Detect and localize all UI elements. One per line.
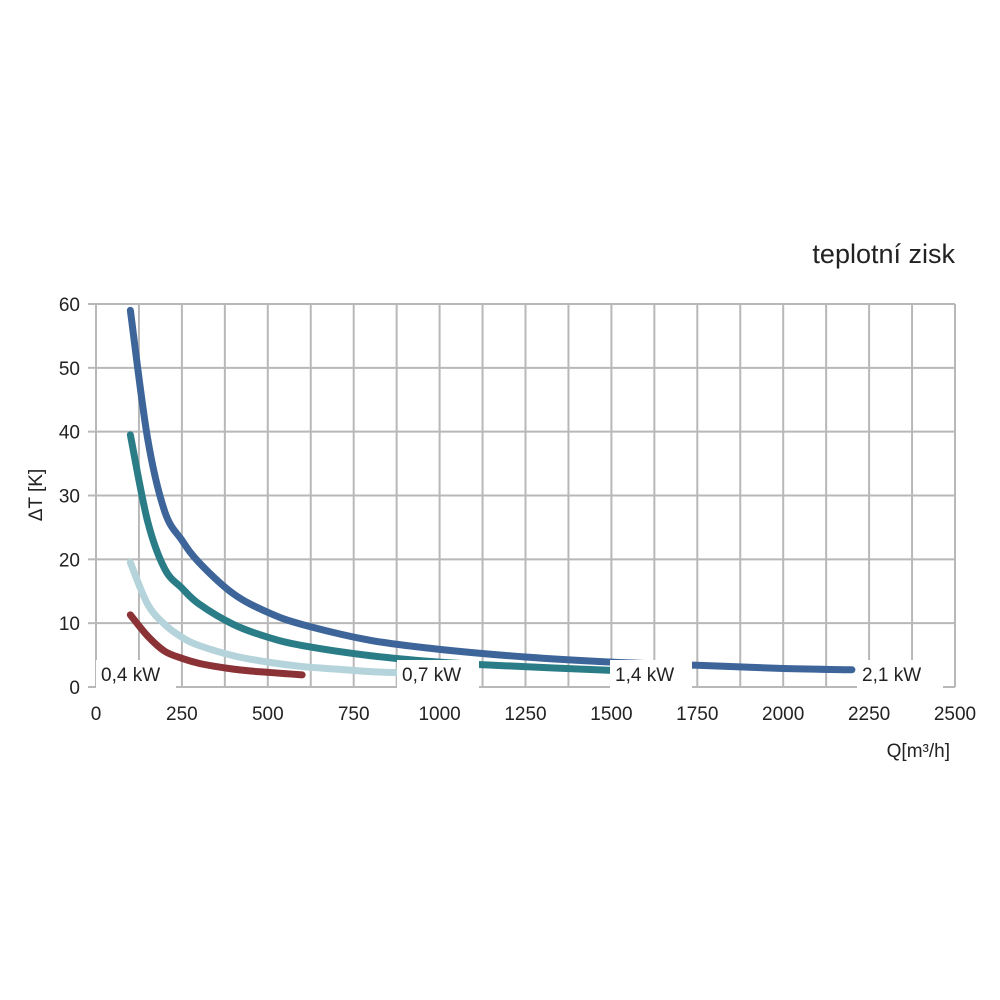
series-line-1	[126, 611, 306, 679]
y-tick-label: 60	[59, 295, 80, 316]
x-tick-label: 1750	[676, 704, 718, 725]
tick-labels: 0 250 500 750 1000 1250 1500 1750 2000 2250 2500 0 1…	[59, 295, 976, 725]
x-tick-label: 0	[91, 704, 102, 725]
x-tick-label: 250	[166, 704, 198, 725]
chart-title: teplotní zisk	[812, 239, 955, 269]
x-tick-label: 1500	[590, 704, 632, 725]
series-label-background	[96, 660, 176, 688]
y-tick-label: 30	[59, 487, 80, 508]
y-tick-label: 10	[59, 614, 80, 635]
series-label-background	[857, 660, 943, 688]
series-label: 1,4 kW	[615, 665, 674, 686]
series-label: 2,1 kW	[862, 665, 921, 686]
y-tick-label: 50	[59, 359, 80, 380]
y-tick-label: 20	[59, 550, 80, 571]
y-tick-label: 0	[69, 678, 80, 699]
x-tick-label: 500	[252, 704, 284, 725]
grid	[96, 303, 956, 687]
series-labels: 0,4 kW 0,7 kW 1,4 kW 2,1 kW	[96, 660, 943, 688]
x-tick-label: 1250	[504, 704, 546, 725]
y-tick-label: 40	[59, 423, 80, 444]
series-label-background	[610, 660, 692, 688]
series-label-background	[397, 660, 479, 688]
series-line-4	[126, 306, 856, 674]
x-tick-label: 750	[338, 704, 370, 725]
series-label: 0,4 kW	[101, 665, 160, 686]
series-line-2	[126, 559, 409, 677]
x-tick-label: 1000	[418, 704, 460, 725]
x-tick-label: 2000	[762, 704, 804, 725]
y-axis-label: ΔT [K]	[26, 469, 47, 521]
axes	[88, 303, 955, 688]
series-line-3	[126, 431, 615, 674]
x-tick-label: 2500	[934, 704, 976, 725]
x-axis-label: Q[m³/h]	[887, 741, 950, 762]
series-label: 0,7 kW	[402, 665, 461, 686]
x-tick-label: 2250	[848, 704, 890, 725]
series-lines	[126, 306, 856, 679]
